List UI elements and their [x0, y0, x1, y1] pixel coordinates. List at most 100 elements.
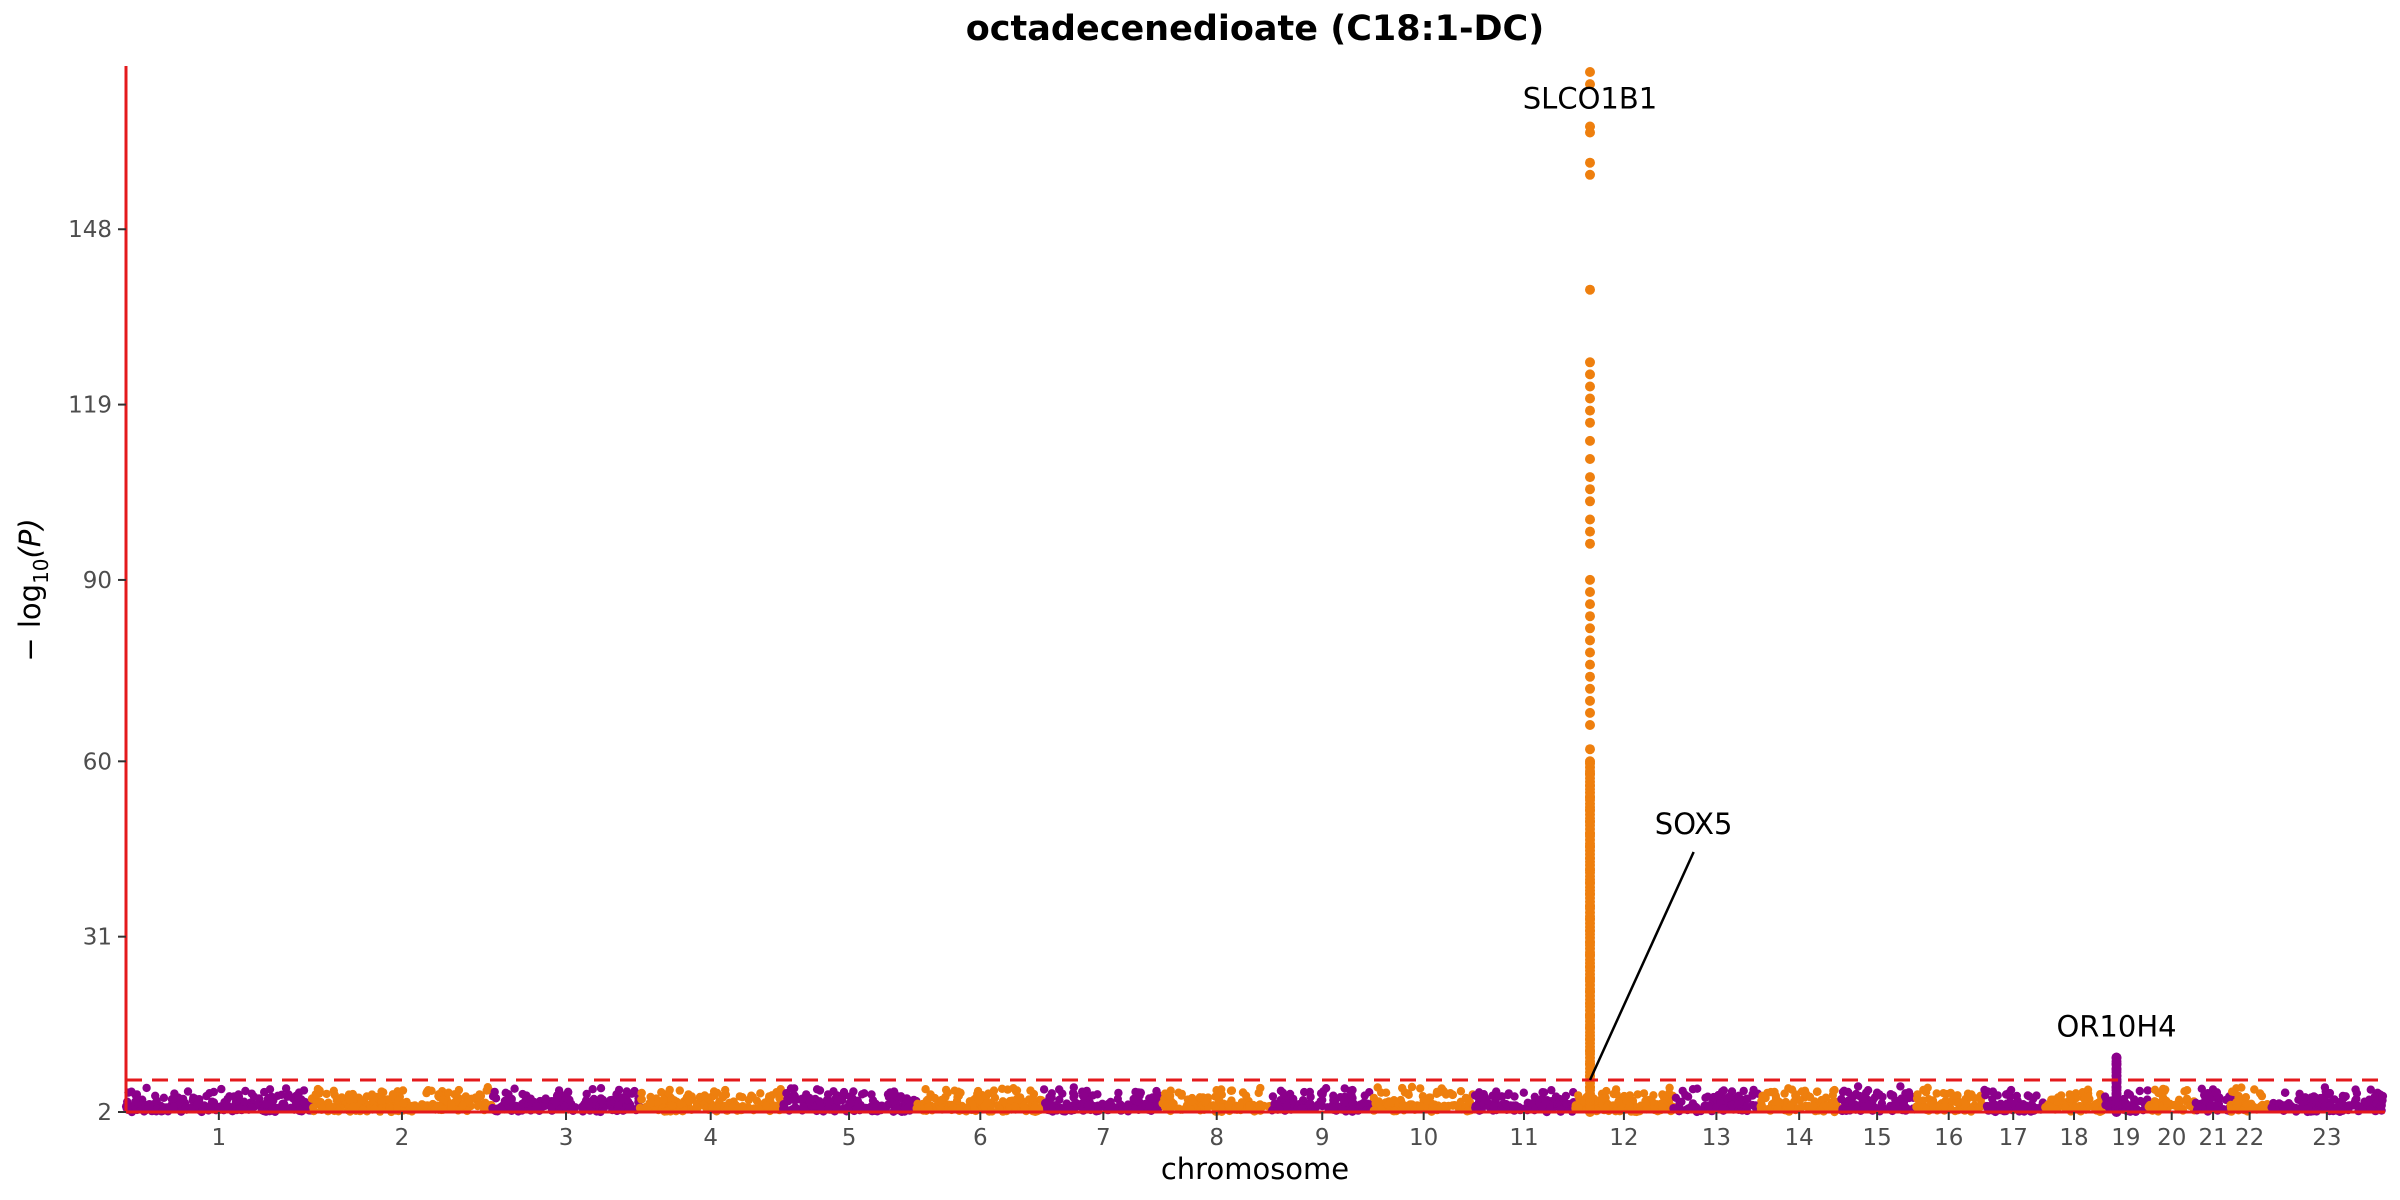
y-tick-label: 60 [83, 749, 112, 775]
data-point [1235, 1101, 1244, 1110]
data-point [1770, 1087, 1779, 1097]
chromosome-points-12 [1571, 1083, 1678, 1117]
data-point [684, 1096, 694, 1106]
data-point [667, 1101, 677, 1110]
data-point [588, 1085, 597, 1094]
data-point [507, 1096, 516, 1105]
data-point [1727, 1100, 1737, 1110]
data-point [1422, 1096, 1432, 1105]
data-point [475, 1090, 484, 1099]
data-point [762, 1101, 771, 1111]
data-point [1805, 1093, 1815, 1102]
data-point [178, 1094, 188, 1104]
data-point [1152, 1086, 1161, 1096]
data-point [2182, 1094, 2192, 1104]
data-point [1862, 1102, 1871, 1112]
peak-point [1585, 369, 1595, 380]
data-point [2197, 1084, 2206, 1094]
data-point [855, 1103, 864, 1113]
data-point [791, 1103, 800, 1113]
data-point [1839, 1086, 1849, 1096]
data-point [2027, 1100, 2037, 1109]
data-point [399, 1099, 408, 1108]
data-point [1069, 1083, 1079, 1092]
y-tick-label: 31 [83, 925, 112, 951]
data-point [212, 1103, 222, 1112]
data-point [990, 1093, 1000, 1103]
data-point [1812, 1087, 1822, 1097]
data-point [618, 1093, 627, 1102]
x-tick-label: 3 [559, 1125, 574, 1151]
data-point [1939, 1089, 1948, 1098]
data-point [1347, 1091, 1356, 1100]
data-point [646, 1098, 656, 1108]
data-point [2143, 1086, 2152, 1095]
data-point [1639, 1089, 1649, 1098]
data-point [1148, 1094, 1158, 1103]
data-point [903, 1095, 913, 1105]
data-point [357, 1096, 366, 1105]
peak-point [1585, 659, 1595, 670]
x-tick-label: 6 [973, 1125, 988, 1151]
peak-point [1585, 599, 1595, 610]
data-point [1658, 1090, 1667, 1099]
x-tick-label: 21 [2198, 1125, 2227, 1151]
data-point [998, 1097, 1008, 1106]
peak-point [1585, 435, 1595, 446]
chromosome-points-14 [1756, 1084, 1844, 1117]
data-point [2023, 1091, 2033, 1100]
data-point [1739, 1086, 1748, 1096]
data-point [518, 1089, 527, 1099]
data-point [2045, 1102, 2055, 1112]
data-point [325, 1103, 334, 1112]
data-point [1456, 1087, 1466, 1096]
data-point [444, 1088, 453, 1097]
data-point [223, 1094, 232, 1104]
data-point [1482, 1096, 1491, 1105]
data-point [223, 1100, 232, 1110]
data-point [2066, 1092, 2075, 1102]
peak-point [1585, 127, 1595, 138]
data-point [1083, 1102, 1093, 1111]
data-point [2084, 1092, 2093, 1102]
data-point [2171, 1100, 2180, 1110]
data-point [664, 1088, 673, 1097]
chromosome-points-4 [635, 1085, 786, 1116]
data-point [2159, 1084, 2168, 1094]
data-point [812, 1085, 822, 1094]
data-point [1601, 1103, 1610, 1113]
x-tick-label: 22 [2235, 1125, 2264, 1151]
x-axis-title: chromosome [1161, 1152, 1349, 1186]
peak-point [1585, 587, 1595, 597]
data-point [2180, 1087, 2189, 1096]
data-point [1539, 1088, 1549, 1097]
x-tick-label: 13 [1702, 1125, 1731, 1151]
data-point [2091, 1100, 2100, 1109]
data-point [997, 1084, 1007, 1094]
data-point [1340, 1095, 1350, 1104]
data-point [1373, 1083, 1382, 1092]
data-point [752, 1096, 762, 1106]
data-point [2320, 1083, 2330, 1092]
data-point [775, 1094, 784, 1103]
data-point [1123, 1100, 1133, 1109]
data-point [1093, 1101, 1103, 1110]
data-point [657, 1088, 666, 1097]
data-point [2324, 1090, 2334, 1099]
peak-point [1585, 357, 1595, 368]
data-point [832, 1096, 842, 1105]
y-tick-label: 2 [97, 1100, 112, 1126]
x-tick-label: 18 [2059, 1125, 2088, 1151]
data-point [692, 1103, 701, 1112]
data-point [676, 1099, 685, 1109]
peak-point [1585, 695, 1595, 706]
data-point [1158, 1099, 1167, 1108]
data-point [1547, 1086, 1556, 1095]
data-point [1217, 1085, 1226, 1094]
data-point [152, 1096, 161, 1105]
data-point [1952, 1098, 1961, 1107]
peak-point [1585, 647, 1595, 658]
data-point [553, 1090, 562, 1100]
data-point [1912, 1102, 1922, 1111]
